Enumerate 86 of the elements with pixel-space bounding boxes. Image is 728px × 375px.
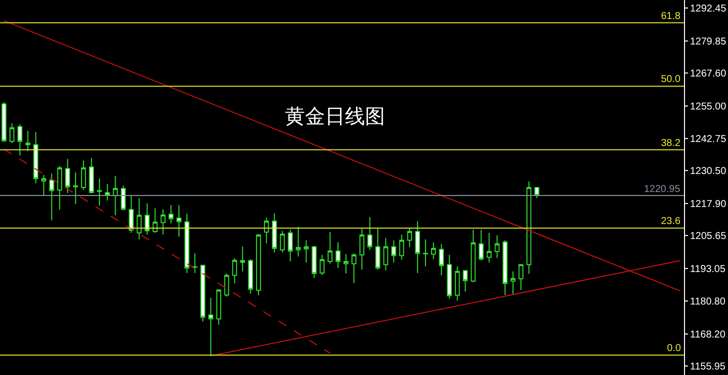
candlestick xyxy=(407,227,412,248)
candlestick xyxy=(89,157,94,194)
candlestick xyxy=(375,227,380,270)
annotation: 50.0 xyxy=(661,74,681,85)
candlestick xyxy=(104,184,110,202)
candlestick xyxy=(2,102,6,142)
candlestick xyxy=(33,132,38,184)
candlestick xyxy=(264,217,269,244)
candlestick xyxy=(446,254,452,300)
candlestick xyxy=(208,297,214,356)
y-tick-label: 1205.65 xyxy=(690,231,727,242)
y-tick-label: 1193.05 xyxy=(690,264,726,276)
candlestick xyxy=(454,266,460,302)
candlestick xyxy=(128,195,134,234)
annotation: 61.8 xyxy=(661,11,681,22)
candlestick xyxy=(351,252,356,284)
candlestick xyxy=(415,220,420,274)
y-tick-label: 1168.20 xyxy=(690,329,726,340)
candlestick xyxy=(9,122,14,144)
y-tick-label: 1255.00 xyxy=(690,102,727,113)
candlestick xyxy=(320,254,325,276)
candlestick xyxy=(144,202,150,235)
candlestick xyxy=(359,228,364,270)
candlestick xyxy=(17,124,22,156)
candlestick xyxy=(248,258,253,294)
candlestick xyxy=(399,234,404,260)
candlestick xyxy=(136,198,142,240)
candlestick xyxy=(224,273,230,298)
candlestick xyxy=(272,212,277,254)
y-tick-label: 1155.95 xyxy=(690,361,726,372)
candlestick xyxy=(336,242,340,269)
candlestick xyxy=(288,229,293,262)
candlestick xyxy=(344,254,348,274)
y-tick-label: 1230.50 xyxy=(690,166,727,177)
candlestick xyxy=(160,208,166,235)
annotation: 38.2 xyxy=(661,138,681,149)
candlestick xyxy=(486,232,492,263)
candlestick xyxy=(510,270,516,295)
candlestick xyxy=(296,226,301,257)
candlestick xyxy=(81,160,86,191)
candlestick xyxy=(112,175,118,216)
candlestick xyxy=(96,178,102,206)
candlestick xyxy=(184,213,190,274)
candlestick xyxy=(383,237,388,271)
candlestick xyxy=(526,180,532,274)
y-tick-label: 1180.80 xyxy=(690,296,726,308)
candlestick xyxy=(200,264,206,322)
candlestick xyxy=(423,238,428,267)
candlestick xyxy=(478,229,484,261)
candlestick xyxy=(240,246,246,272)
candlestick xyxy=(470,229,476,283)
candlestick xyxy=(280,230,285,254)
candlestick xyxy=(462,270,468,292)
candlestick xyxy=(232,258,238,284)
candlestick xyxy=(216,290,222,326)
ref-line-label: 1220.95 xyxy=(644,184,681,195)
annotation: 0.0 xyxy=(667,343,682,354)
candlestick xyxy=(502,240,508,296)
candlestick xyxy=(256,234,261,296)
candlestick xyxy=(518,264,524,291)
candlestick xyxy=(168,204,174,224)
candlestick xyxy=(438,243,444,276)
candlestick xyxy=(391,240,396,263)
text: 黄金日线图 xyxy=(285,104,385,128)
candlestick xyxy=(192,252,198,274)
y-tick-label: 1267.60 xyxy=(690,68,727,80)
candlestick xyxy=(176,204,182,238)
candlestick xyxy=(57,166,62,210)
candlestick xyxy=(65,158,70,194)
candlestick xyxy=(25,130,30,152)
candlestick xyxy=(152,208,158,234)
y-tick-label: 1279.85 xyxy=(690,36,727,48)
candlestick xyxy=(328,232,333,264)
y-tick-label: 1292.45 xyxy=(690,4,727,14)
candlestick xyxy=(494,234,500,259)
candlestick xyxy=(534,187,540,198)
candlestick xyxy=(49,173,54,221)
y-tick-label: 1217.90 xyxy=(690,199,727,210)
candlestick xyxy=(73,172,78,205)
candlestick xyxy=(431,242,436,260)
y-tick-label: 1242.75 xyxy=(690,134,727,145)
annotation: 23.6 xyxy=(661,216,681,227)
candlestick xyxy=(41,174,46,196)
candlestick xyxy=(312,245,317,278)
candlestick xyxy=(367,216,372,250)
candlestick xyxy=(304,240,309,263)
